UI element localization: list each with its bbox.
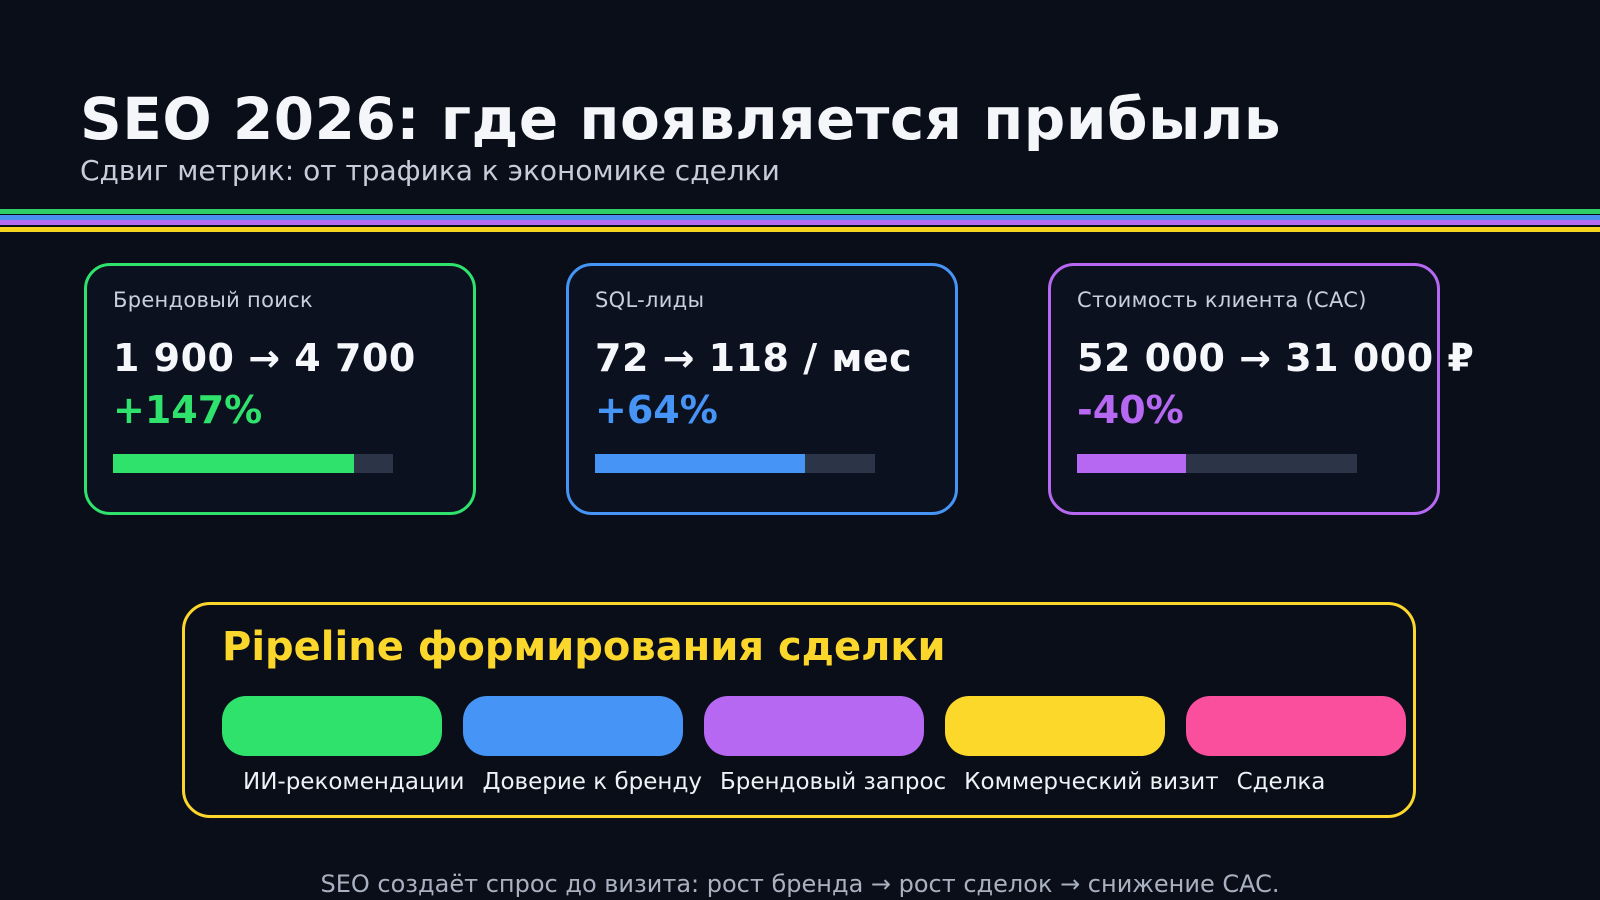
progress-fill bbox=[595, 454, 805, 473]
metric-card-cac: Стоимость клиента (CAC) 52 000 → 31 000 … bbox=[1048, 263, 1475, 515]
metric-cards: Брендовый поиск 1 900 → 4 700 +147% SQL-… bbox=[84, 263, 1475, 515]
metric-delta: +64% bbox=[595, 388, 718, 432]
metric-value: 52 000 → 31 000 ₽ bbox=[1077, 336, 1475, 380]
pipeline-stage-pill bbox=[222, 696, 442, 756]
pipeline-pills bbox=[222, 696, 1413, 756]
pipeline-stage-pill bbox=[1186, 696, 1406, 756]
metric-label: SQL-лиды bbox=[595, 288, 705, 312]
metric-delta: +147% bbox=[113, 388, 263, 432]
pipeline-stage-pill bbox=[945, 696, 1165, 756]
metric-card-brand-search: Брендовый поиск 1 900 → 4 700 +147% bbox=[84, 263, 476, 515]
progress-fill bbox=[1077, 454, 1187, 473]
pipeline-stage-label: Коммерческий визит bbox=[964, 769, 1219, 795]
metric-label: Стоимость клиента (CAC) bbox=[1077, 288, 1367, 312]
page-subtitle: Сдвиг метрик: от трафика к экономике сде… bbox=[80, 154, 780, 187]
metric-card-sql-leads: SQL-лиды 72 → 118 / мес +64% bbox=[566, 263, 958, 515]
footer-note: SEO создаёт спрос до визита: рост бренда… bbox=[320, 870, 1280, 898]
progress-track bbox=[595, 454, 875, 473]
metric-value: 1 900 → 4 700 bbox=[113, 336, 416, 380]
divider-stripe-yellow bbox=[0, 227, 1600, 232]
pipeline-stage-label: Доверие к бренду bbox=[482, 769, 702, 795]
divider-stripe-blue bbox=[0, 215, 1600, 220]
divider bbox=[0, 209, 1600, 232]
pipeline-box: Pipeline формирования сделки ИИ-рекоменд… bbox=[182, 602, 1416, 818]
pipeline-stage-pill bbox=[463, 696, 683, 756]
progress-track bbox=[1077, 454, 1357, 473]
progress-track bbox=[113, 454, 393, 473]
divider-stripe-purple bbox=[0, 220, 1600, 225]
metric-value: 72 → 118 / мес bbox=[595, 336, 913, 380]
divider-stripe-green bbox=[0, 209, 1600, 214]
metric-delta: -40% bbox=[1077, 388, 1184, 432]
pipeline-stage-label: Брендовый запрос bbox=[719, 769, 947, 795]
page-title: SEO 2026: где появляется прибыль bbox=[80, 84, 1282, 153]
pipeline-stage-label: ИИ-рекомендации bbox=[243, 769, 465, 795]
pipeline-labels: ИИ-рекомендации Доверие к бренду Брендовый… bbox=[243, 769, 1413, 795]
metric-label: Брендовый поиск bbox=[113, 288, 313, 312]
pipeline-stage-label: Сделка bbox=[1236, 769, 1326, 795]
progress-fill bbox=[113, 454, 354, 473]
pipeline-title: Pipeline формирования сделки bbox=[222, 624, 946, 670]
pipeline-stage-pill bbox=[704, 696, 924, 756]
